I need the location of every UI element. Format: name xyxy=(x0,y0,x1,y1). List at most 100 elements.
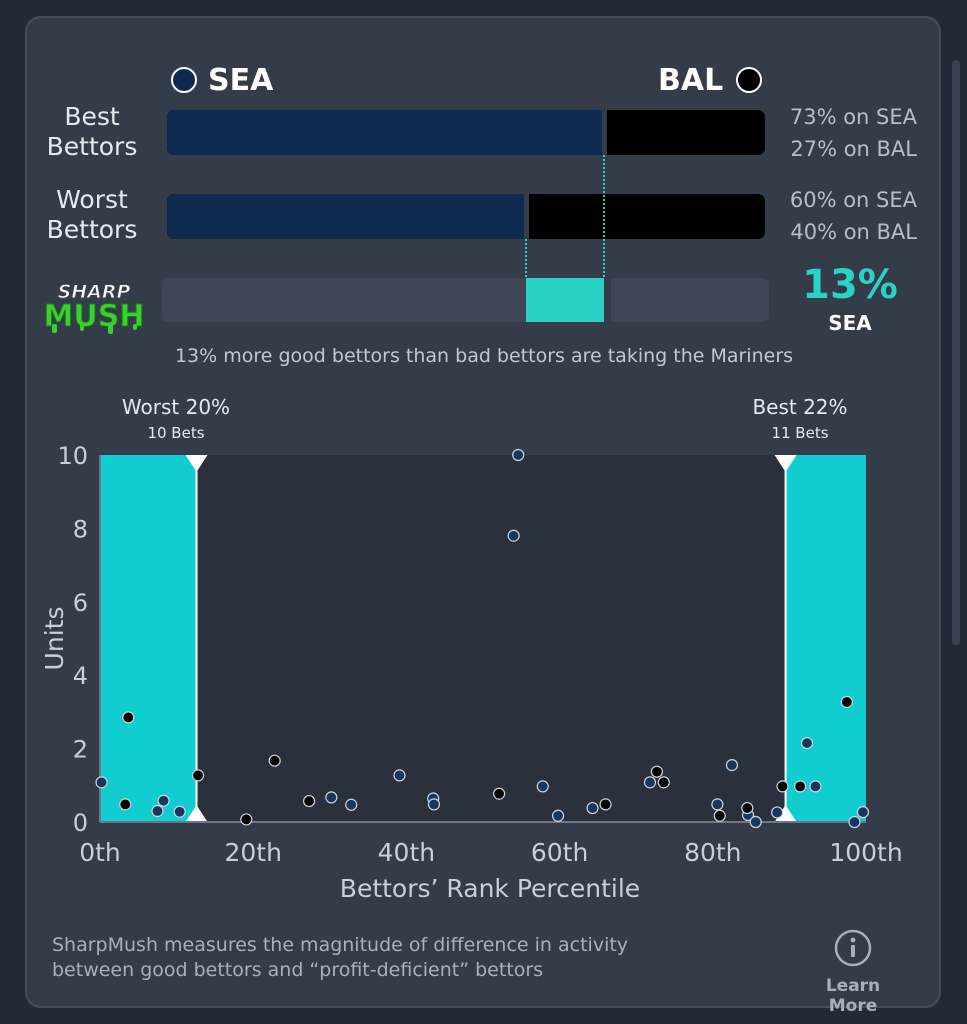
y-tick-label: 2 xyxy=(73,736,88,764)
best-bettors-label: Best Bettors xyxy=(40,102,144,162)
sea-bettor-point xyxy=(536,780,549,793)
sea-team-dot xyxy=(171,67,197,93)
sharpmush-value: 13% xyxy=(802,262,898,308)
region-label: Best 22% xyxy=(752,395,847,419)
sea-bettor-point xyxy=(345,798,358,811)
best-label-line1: Best xyxy=(64,102,120,131)
bal-bettor-point xyxy=(303,794,316,808)
bal-bettor-point xyxy=(268,754,281,767)
best-sea-pct: 73% on SEA xyxy=(789,105,917,129)
sea-bettor-point xyxy=(151,804,164,818)
region-label: Worst 20% xyxy=(122,395,230,419)
bal-bettor-point xyxy=(657,776,670,789)
x-tick-label: 40th xyxy=(378,838,435,867)
sea-bettor-point xyxy=(749,815,762,829)
best-label-line2: Bettors xyxy=(46,132,138,161)
x-tick-label: 80th xyxy=(684,838,741,867)
sea-bettor-point xyxy=(856,805,870,819)
worst-bettors-label: Worst Bettors xyxy=(40,185,144,245)
x-tick-label: 100th xyxy=(829,838,902,867)
plot-area xyxy=(100,455,866,822)
x-tick-label: 0th xyxy=(79,838,121,867)
bal-bettor-point xyxy=(840,695,853,709)
sharpmush-fill xyxy=(525,278,604,322)
sea-bettor-point xyxy=(551,809,565,822)
y-tick-label: 6 xyxy=(73,589,88,617)
sea-bettor-point xyxy=(393,769,406,782)
best-bettors-pcts: 73% on SEA 27% on BAL xyxy=(770,101,917,165)
scrollbar[interactable] xyxy=(952,60,960,645)
x-tick-label: 20th xyxy=(224,838,281,867)
x-axis-label: Bettors’ Rank Percentile xyxy=(340,874,640,903)
sea-bettor-point xyxy=(512,448,525,462)
worst-bettors-sea-segment xyxy=(167,194,526,239)
info-circle-icon xyxy=(834,929,872,967)
bal-bettor-point xyxy=(492,787,506,800)
bal-team-dot xyxy=(736,67,762,93)
bal-bettor-point xyxy=(191,769,205,782)
sharpmush-divider xyxy=(603,278,611,322)
svg-text:SHARP: SHARP xyxy=(58,281,131,303)
worst-bettors-pcts: 60% on SEA 40% on BAL xyxy=(770,184,917,248)
footer-description: SharpMush measures the magnitude of diff… xyxy=(52,933,752,983)
sea-bettor-point xyxy=(427,798,441,811)
bal-bettor-point xyxy=(122,711,135,724)
y-tick-label: 4 xyxy=(73,662,88,690)
sea-bettor-point xyxy=(507,529,520,542)
sharpmush-logo: SHARP MUSH xyxy=(36,278,152,335)
highlight-region xyxy=(785,455,866,822)
sea-bettor-point xyxy=(771,806,784,819)
sea-bettor-point xyxy=(325,791,338,804)
sea-bettor-point xyxy=(643,776,657,789)
sea-bettor-point xyxy=(809,780,822,793)
bal-bettor-point xyxy=(713,809,726,822)
footer-line1: SharpMush measures the magnitude of diff… xyxy=(52,934,629,956)
svg-text:MUSH: MUSH xyxy=(44,299,145,334)
bal-bettor-point xyxy=(119,798,132,811)
sea-bettor-point xyxy=(800,736,814,750)
threshold-handle-bottom xyxy=(185,805,208,822)
sea-bettor-point xyxy=(95,776,108,789)
best-bettors-bar xyxy=(167,110,765,155)
threshold-handle-top xyxy=(774,455,797,472)
sea-bettor-point xyxy=(725,759,739,772)
bar-split-divider xyxy=(601,110,607,155)
worst-label-line2: Bettors xyxy=(46,215,138,244)
region-sublabel: 11 Bets xyxy=(771,424,828,442)
worst-bettors-bar xyxy=(167,194,765,239)
highlight-region xyxy=(100,455,197,822)
worst-share-marker-line xyxy=(524,239,527,293)
sharpmush-caption: 13% more good bettors than bad bettors a… xyxy=(174,345,794,367)
bal-bettor-point xyxy=(776,780,789,793)
y-axis-label: Units xyxy=(40,607,69,671)
region-sublabel: 10 Bets xyxy=(147,424,204,442)
sea-bettor-point xyxy=(848,815,861,829)
sea-bettor-point xyxy=(173,805,186,818)
bar-split-divider xyxy=(523,194,529,239)
bal-bettor-point xyxy=(650,765,663,778)
learn-more-button[interactable]: Learn More xyxy=(800,928,906,1016)
worst-label-line1: Worst xyxy=(56,185,128,214)
bal-bettor-point xyxy=(599,798,612,811)
x-tick-label: 60th xyxy=(531,838,588,867)
bal-bettor-point xyxy=(741,801,754,815)
best-bettors-sea-segment xyxy=(167,110,604,155)
y-tick-label: 0 xyxy=(73,809,88,837)
y-tick-label: 10 xyxy=(57,442,88,470)
best-bal-pct: 27% on BAL xyxy=(790,137,917,161)
learn-more-label: Learn More xyxy=(825,976,881,1016)
sharpmush-team: SEA xyxy=(828,311,872,335)
footer-line2: between good bettors and “profit-deficie… xyxy=(52,959,544,981)
worst-sea-pct: 60% on SEA xyxy=(789,188,917,212)
best-share-marker-line xyxy=(602,155,605,293)
bal-bettor-point xyxy=(240,813,253,826)
bal-bettor-point xyxy=(794,780,807,793)
right-team-label: BAL xyxy=(658,63,724,98)
sea-bettor-point xyxy=(711,798,724,811)
y-tick-label: 8 xyxy=(73,515,88,543)
threshold-handle-top xyxy=(185,455,208,472)
sharpmush-track xyxy=(162,278,769,322)
sea-bettor-point xyxy=(157,794,170,807)
sea-bettor-point xyxy=(586,801,599,815)
